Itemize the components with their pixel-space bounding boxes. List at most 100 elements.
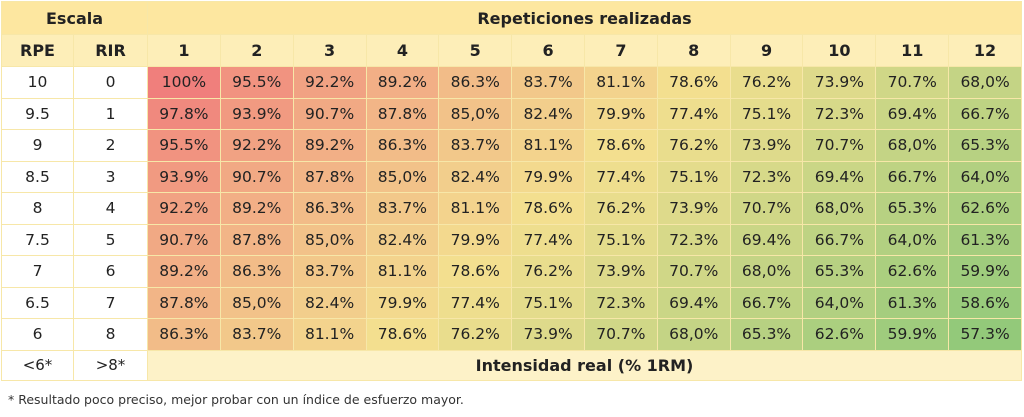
intensity-cell: 65.3% xyxy=(802,255,877,288)
rep-number-header: 1 xyxy=(147,34,221,67)
intensity-cell: 68,0% xyxy=(875,129,950,162)
intensity-cell: 58.6% xyxy=(948,286,1022,319)
rir-header: RIR xyxy=(72,34,149,67)
intensity-cell: 68,0% xyxy=(948,66,1022,99)
intensity-cell: 86.3% xyxy=(147,318,221,351)
footer-rpe: <6* xyxy=(1,349,74,381)
intensity-cell: 68,0% xyxy=(802,192,877,225)
rpe-cell: 7 xyxy=(1,255,74,288)
intensity-cell: 75.1% xyxy=(511,286,585,319)
rpe-cell: 10 xyxy=(1,66,74,99)
intensity-cell: 64,0% xyxy=(875,223,950,256)
intensity-cell: 93.9% xyxy=(219,97,294,130)
intensity-cell: 86.3% xyxy=(292,192,367,225)
intensity-cell: 76.2% xyxy=(438,318,513,351)
intensity-cell: 66.7% xyxy=(948,97,1022,130)
intensity-cell: 79.9% xyxy=(365,286,440,319)
table-row: 8.5 3 93.9% 90.7% 87.8% 85,0% 82.4% 79.9% 77.4% 7… xyxy=(1,160,1022,193)
intensity-cell: 61.3% xyxy=(948,223,1022,256)
rep-number-header: 6 xyxy=(511,34,585,67)
intensity-cell: 70.7% xyxy=(583,318,658,351)
intensity-cell: 95.5% xyxy=(219,66,294,99)
intensity-cell: 83.7% xyxy=(438,129,513,162)
intensity-cell: 86.3% xyxy=(438,66,513,99)
intensity-cell: 69.4% xyxy=(729,223,804,256)
intensity-cell: 62.6% xyxy=(802,318,877,351)
intensity-cell: 68,0% xyxy=(729,255,804,288)
intensity-cell: 89.2% xyxy=(219,192,294,225)
rir-cell: 2 xyxy=(72,129,149,162)
intensity-cell: 78.6% xyxy=(438,255,513,288)
rpe-cell: 8 xyxy=(1,192,74,225)
intensity-cell: 69.4% xyxy=(802,160,877,193)
intensity-cell: 78.6% xyxy=(583,129,658,162)
intensity-cell: 89.2% xyxy=(147,255,221,288)
rep-number-header: 11 xyxy=(875,34,950,67)
rep-number-header: 2 xyxy=(219,34,294,67)
intensity-cell: 79.9% xyxy=(438,223,513,256)
intensity-cell: 83.7% xyxy=(219,318,294,351)
intensity-cell: 93.9% xyxy=(147,160,221,193)
intensity-cell: 78.6% xyxy=(365,318,440,351)
rep-number-header: 7 xyxy=(583,34,658,67)
intensity-cell: 73.9% xyxy=(656,192,731,225)
intensity-cell: 100% xyxy=(147,66,221,99)
intensity-cell: 61.3% xyxy=(875,286,950,319)
rpe-cell: 6 xyxy=(1,318,74,351)
rep-number-header: 12 xyxy=(948,34,1022,67)
intensity-cell: 73.9% xyxy=(511,318,585,351)
intensity-cell: 85,0% xyxy=(292,223,367,256)
intensity-cell: 89.2% xyxy=(365,66,440,99)
intensity-cell: 89.2% xyxy=(292,129,367,162)
intensity-cell: 70.7% xyxy=(875,66,950,99)
intensity-cell: 73.9% xyxy=(583,255,658,288)
scale-header: Escala xyxy=(0,1,149,35)
intensity-cell: 65.3% xyxy=(729,318,804,351)
rep-number-header: 5 xyxy=(438,34,513,67)
intensity-cell: 81.1% xyxy=(365,255,440,288)
rep-number-header: 9 xyxy=(729,34,804,67)
footer-label: Intensidad real (% 1RM) xyxy=(147,349,1022,381)
intensity-cell: 83.7% xyxy=(292,255,367,288)
intensity-cell: 68,0% xyxy=(656,318,731,351)
intensity-cell: 81.1% xyxy=(292,318,367,351)
intensity-cell: 73.9% xyxy=(802,66,877,99)
intensity-cell: 77.4% xyxy=(511,223,585,256)
intensity-cell: 92.2% xyxy=(147,192,221,225)
intensity-cell: 66.7% xyxy=(729,286,804,319)
rir-cell: 0 xyxy=(72,66,149,99)
intensity-cell: 92.2% xyxy=(292,66,367,99)
table-row: 8 4 92.2% 89.2% 86.3% 83.7% 81.1% 78.6% 76.2% 73.… xyxy=(1,192,1022,225)
table-row: 7.5 5 90.7% 87.8% 85,0% 82.4% 79.9% 77.4% 75.1% 7… xyxy=(1,223,1022,256)
intensity-cell: 90.7% xyxy=(292,97,367,130)
intensity-cell: 57.3% xyxy=(948,318,1022,351)
reps-header: Repeticiones realizadas xyxy=(147,1,1022,35)
intensity-cell: 76.2% xyxy=(511,255,585,288)
intensity-cell: 83.7% xyxy=(511,66,585,99)
intensity-cell: 59.9% xyxy=(948,255,1022,288)
intensity-cell: 83.7% xyxy=(365,192,440,225)
rir-cell: 7 xyxy=(72,286,149,319)
intensity-cell: 59.9% xyxy=(875,318,950,351)
intensity-cell: 92.2% xyxy=(219,129,294,162)
intensity-cell: 62.6% xyxy=(948,192,1022,225)
intensity-cell: 64,0% xyxy=(948,160,1022,193)
intensity-cell: 82.4% xyxy=(365,223,440,256)
rir-cell: 8 xyxy=(72,318,149,351)
rpe-cell: 9.5 xyxy=(1,97,74,130)
intensity-cell: 87.8% xyxy=(365,97,440,130)
table-row: 6.5 7 87.8% 85,0% 82.4% 79.9% 77.4% 75.1% 72.3% 6… xyxy=(1,286,1022,319)
rpe-header: RPE xyxy=(1,34,74,67)
intensity-cell: 70.7% xyxy=(802,129,877,162)
rir-cell: 1 xyxy=(72,97,149,130)
intensity-cell: 77.4% xyxy=(583,160,658,193)
rir-cell: 3 xyxy=(72,160,149,193)
intensity-cell: 86.3% xyxy=(219,255,294,288)
intensity-cell: 82.4% xyxy=(438,160,513,193)
footer-rir: >8* xyxy=(72,349,149,381)
intensity-cell: 62.6% xyxy=(875,255,950,288)
intensity-cell: 75.1% xyxy=(656,160,731,193)
intensity-cell: 85,0% xyxy=(365,160,440,193)
intensity-cell: 76.2% xyxy=(656,129,731,162)
intensity-cell: 64,0% xyxy=(802,286,877,319)
